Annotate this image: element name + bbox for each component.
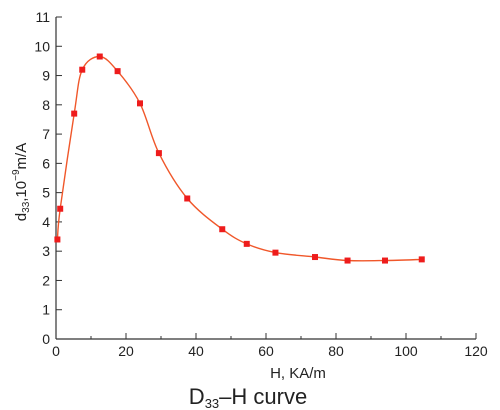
data-point <box>312 254 318 261</box>
data-point <box>96 53 103 60</box>
y-tick-label: 1 <box>42 302 50 318</box>
x-axis-label: H, KA/m <box>270 365 326 382</box>
data-point <box>137 100 143 107</box>
x-tick-label: 40 <box>188 343 204 359</box>
data-point <box>382 257 388 264</box>
x-tick-label: 80 <box>328 343 344 359</box>
chart-caption: D33–H curve <box>189 384 307 410</box>
data-point <box>272 249 279 256</box>
x-tick-label: 120 <box>464 343 488 359</box>
fit-curve <box>56 55 422 262</box>
data-point <box>79 66 86 73</box>
ticks: 0 20 40 60 80 100 120 0 1 2 3 4 5 6 7 8 9 10 11 <box>34 9 487 359</box>
data-point <box>219 226 226 233</box>
y-tick-label: 4 <box>42 214 50 230</box>
data-point <box>71 110 78 117</box>
x-tick-label: 100 <box>394 343 418 359</box>
data-point <box>54 236 61 243</box>
y-tick-label: 10 <box>34 38 50 54</box>
data-point <box>344 257 351 264</box>
y-tick-label: 9 <box>42 68 50 84</box>
data-point <box>155 150 162 157</box>
y-tick-label: 0 <box>42 331 50 347</box>
x-tick-label: 0 <box>52 343 60 359</box>
y-axis-label-group: d33,10−9m/A <box>11 143 32 221</box>
axes <box>55 17 476 340</box>
y-tick-label: 3 <box>42 243 50 259</box>
y-tick-label: 6 <box>42 155 50 171</box>
data-points <box>54 53 425 264</box>
x-tick-label: 60 <box>258 343 274 359</box>
y-tick-label: 8 <box>42 97 50 113</box>
x-tick-label: 20 <box>118 343 134 359</box>
data-point <box>184 195 191 202</box>
y-axis-label: d33,10−9m/A <box>11 143 32 221</box>
data-point <box>243 240 250 247</box>
data-point <box>114 68 121 75</box>
y-tick-label: 5 <box>42 185 50 201</box>
y-tick-label: 7 <box>42 126 50 142</box>
y-tick-label: 11 <box>35 9 50 25</box>
data-point <box>57 205 64 212</box>
y-tick-label: 2 <box>42 272 50 288</box>
data-point <box>418 256 425 263</box>
